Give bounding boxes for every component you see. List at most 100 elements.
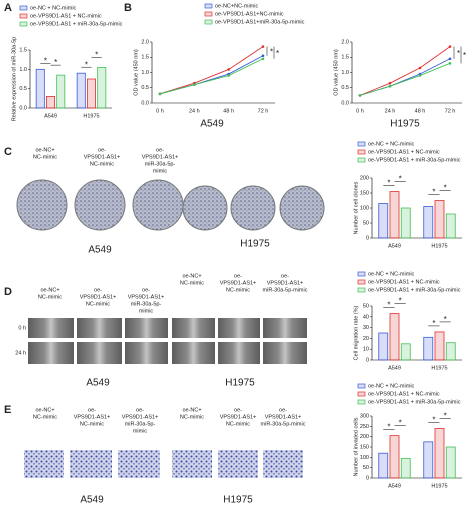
dish-photo <box>230 185 276 231</box>
bar <box>434 200 445 239</box>
legend-swatch <box>357 157 366 163</box>
cell-line-label: H1975 <box>225 378 255 389</box>
legend-swatch <box>204 11 213 17</box>
point <box>193 83 196 86</box>
x-tick-label: 24 h <box>385 108 396 114</box>
y-tick-label: 0 <box>366 357 369 363</box>
group-label: mimic <box>153 168 168 174</box>
legend-swatch <box>19 13 28 19</box>
wound-photo <box>172 318 215 338</box>
group-label: oe- <box>234 407 242 413</box>
y-tick-label: 2.0 <box>141 39 149 45</box>
legend-label: oe-VPS9D1-AS1 + miR-30a-5p-mimic <box>368 287 461 293</box>
legend-label: oe-VPS9D1-AS1 + miR-30a-5p-mimic <box>30 21 123 27</box>
x-tick-label: 48 h <box>415 108 426 114</box>
legend-label: oe-VPS9D1-AS1 + NC-mimic <box>368 149 440 155</box>
y-tick-label: 0 <box>366 235 369 241</box>
group-label: miR-30a-5p-mimic <box>261 421 306 427</box>
significance-mark: * <box>44 56 47 65</box>
invasion-photo <box>118 450 160 478</box>
legend-swatch <box>357 149 366 155</box>
legend-swatch <box>204 19 213 25</box>
group-label: oe- <box>98 147 106 153</box>
point <box>358 94 362 97</box>
invasion-photo <box>218 450 258 478</box>
dish-photo <box>182 185 228 231</box>
y-tick-label: 100 <box>360 455 369 461</box>
group-label: NC-mimic <box>38 294 62 300</box>
time-label: 24 h <box>15 350 26 356</box>
y-tick-label: 300 <box>360 413 369 419</box>
group-label: oe-NC+ <box>40 287 59 293</box>
significance-mark: * <box>444 315 447 324</box>
bar <box>389 313 400 361</box>
wound-photo <box>125 318 168 338</box>
cell-line-label: H1975 <box>240 239 270 250</box>
legend-label: oe-NC + NC-mimic <box>368 141 415 147</box>
wound-photo <box>172 342 215 364</box>
legend-swatch <box>19 21 28 27</box>
group-label: oe-NC+ <box>182 407 201 413</box>
bar <box>97 67 107 109</box>
wound-photo <box>28 318 74 338</box>
significance-mark: * <box>457 49 460 58</box>
group-label: NC-mimic <box>86 301 110 307</box>
group-label: NC-mimic <box>180 414 204 420</box>
line <box>359 46 451 96</box>
y-axis-label: Number of cell clones <box>353 181 359 234</box>
group-label: VPS9D1-AS1+ <box>80 294 117 300</box>
group-label: VPS9D1-AS1+ <box>74 414 111 420</box>
significance-mark: * <box>85 60 88 69</box>
cell-line-label: A549 <box>80 495 104 506</box>
legend-label: oe-NC+NC-mimic <box>215 3 258 9</box>
legend-swatch <box>357 383 366 389</box>
line <box>159 55 264 95</box>
group-label: oe- <box>279 407 287 413</box>
y-tick-label: 1.5 <box>341 55 349 61</box>
y-tick-label: 0.5 <box>19 86 27 92</box>
bar <box>445 213 456 239</box>
y-tick-label: 0.5 <box>141 85 149 91</box>
point <box>388 81 392 85</box>
y-tick-label: 50 <box>363 465 369 471</box>
point <box>388 84 392 88</box>
group-label: oe- <box>281 273 289 279</box>
x-tick-label: 0 h <box>156 108 164 114</box>
bar <box>378 452 389 479</box>
invasion-photo <box>263 450 303 478</box>
y-tick-label: 200 <box>360 175 369 181</box>
group-label: VPS9D1-AS1+ <box>267 280 304 286</box>
bar <box>423 336 434 361</box>
legend-label: oe-VPS9D1-AS1 + miR-30a-5p-mimic <box>368 157 461 163</box>
y-tick-label: 0 <box>366 475 369 481</box>
bar <box>434 331 445 361</box>
wound-photo <box>125 342 168 364</box>
group-label: VPS9D1-AS1+ <box>220 414 257 420</box>
point <box>418 66 422 70</box>
bar <box>445 342 456 361</box>
x-tick-label: 72 h <box>445 108 456 114</box>
y-tick-label: 20 <box>363 336 369 342</box>
bar <box>445 446 456 479</box>
time-label: 0 h <box>18 325 26 331</box>
cell-line-label: H1975 <box>223 495 253 506</box>
y-tick-label: 250 <box>360 424 369 430</box>
dish-photo <box>74 179 126 231</box>
line <box>359 62 451 96</box>
x-tick-label: 0 h <box>356 108 364 114</box>
invasion-photo <box>70 450 112 478</box>
group-label: NC-mimic <box>226 421 250 427</box>
y-tick-label: 0.0 <box>341 100 349 106</box>
y-axis-label: Number of invaded cells <box>353 417 359 476</box>
bar <box>389 435 400 479</box>
y-axis-label: OD value (450 nm) <box>333 49 339 96</box>
wound-photo <box>263 342 307 364</box>
group-label: miR-30a-5p- <box>131 301 162 307</box>
bar <box>423 206 434 239</box>
y-tick-label: 200 <box>360 434 369 440</box>
group-label: oe- <box>156 147 164 153</box>
point <box>227 68 230 71</box>
dish-photo <box>132 179 184 231</box>
line <box>159 58 264 95</box>
